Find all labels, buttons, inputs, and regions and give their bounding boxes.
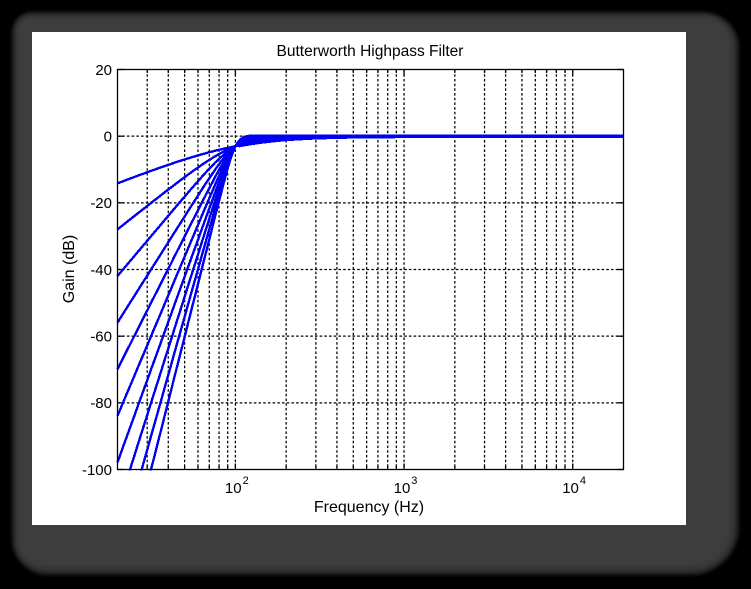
svg-text:-20: -20 <box>90 195 112 212</box>
svg-text:-100: -100 <box>82 462 112 479</box>
svg-text:Gain (dB): Gain (dB) <box>61 235 78 303</box>
svg-text:2: 2 <box>243 475 249 487</box>
svg-text:0: 0 <box>104 129 112 146</box>
svg-text:-80: -80 <box>90 395 112 412</box>
svg-text:Butterworth Highpass Filter: Butterworth Highpass Filter <box>277 43 464 60</box>
svg-text:10: 10 <box>562 480 579 497</box>
svg-text:4: 4 <box>580 475 586 487</box>
svg-text:10: 10 <box>225 480 242 497</box>
svg-text:Frequency (Hz): Frequency (Hz) <box>314 499 424 516</box>
svg-text:10: 10 <box>394 480 411 497</box>
svg-text:3: 3 <box>411 475 417 487</box>
svg-text:-40: -40 <box>90 262 112 279</box>
svg-text:-60: -60 <box>90 329 112 346</box>
svg-text:20: 20 <box>95 62 112 79</box>
